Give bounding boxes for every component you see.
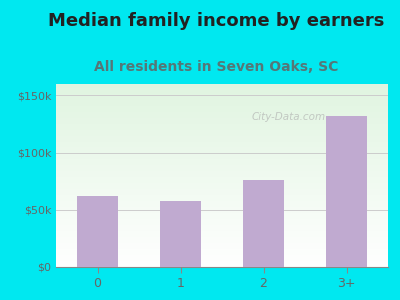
Bar [243,180,284,267]
Text: All residents in Seven Oaks, SC: All residents in Seven Oaks, SC [94,60,338,74]
Bar [77,196,118,267]
Text: Median family income by earners: Median family income by earners [48,12,384,30]
Bar [326,116,367,267]
Text: City-Data.com: City-Data.com [251,112,326,122]
Bar [160,201,201,267]
